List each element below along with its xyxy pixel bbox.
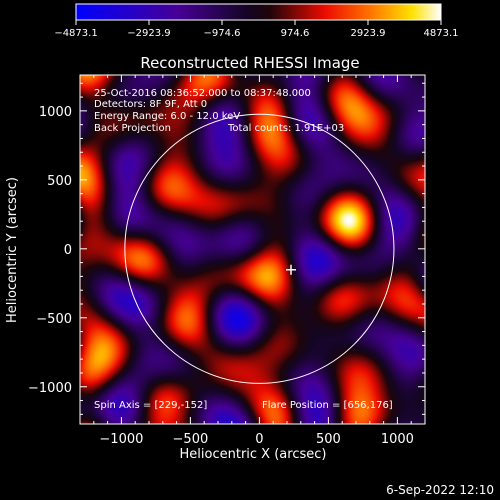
chart-title: Reconstructed RHESSI Image [140, 54, 359, 72]
plot-frame [79, 74, 426, 425]
footer-timestamp: 6-Sep-2022 12:10 [386, 483, 494, 497]
colorbar-tick-label: 2923.9 [351, 28, 386, 39]
annotations: 25-Oct-2016 08:36:52.000 to 08:37:48.000… [94, 88, 393, 411]
annotation-method: Back Projection [94, 123, 171, 134]
colorbar: −4873.1 −2923.9 −974.6 974.6 2923.9 4873.1 [54, 3, 459, 39]
y-axis-label: Heliocentric Y (arcsec) [5, 177, 20, 323]
x-tick-labels: −1000 −500 0 500 1000 [99, 432, 414, 447]
x-tick-label: 1000 [381, 432, 414, 447]
y-tick-label: 1000 [39, 105, 72, 120]
y-tick-label: −1000 [28, 381, 72, 396]
colorbar-ticks: −4873.1 −2923.9 −974.6 974.6 2923.9 4873.1 [54, 20, 459, 39]
x-axis-label: Heliocentric X (arcsec) [180, 447, 327, 462]
x-tick-label: −1000 [99, 432, 143, 447]
annotation-detectors: Detectors: 8F 9F, Att 0 [94, 99, 207, 110]
x-tick-label: 0 [255, 432, 263, 447]
solar-limb-circle [124, 113, 395, 384]
colorbar-tick-label: −4873.1 [54, 28, 97, 39]
x-tick-label: 500 [316, 432, 341, 447]
plot-area [79, 74, 426, 425]
annotation-total-counts: Total counts: 1.91E+03 [227, 123, 344, 134]
axis-ticks [80, 75, 425, 424]
y-tick-label: −500 [36, 312, 72, 327]
annotation-energy-range: Energy Range: 6.0 - 12.0 keV [94, 111, 240, 122]
colorbar-tick-label: 4873.1 [424, 28, 459, 39]
colorbar-gradient [75, 3, 442, 21]
annotation-spin-axis: Spin Axis = [229,-152] [94, 400, 207, 411]
x-tick-label: −500 [173, 432, 209, 447]
colorbar-tick-label: 974.6 [281, 28, 310, 39]
heatmap-image [80, 75, 425, 424]
colorbar-tick-label: −2923.9 [127, 28, 170, 39]
y-tick-label: 500 [47, 174, 72, 189]
spin-axis-marker [286, 264, 297, 275]
colorbar-tick-label: −974.6 [203, 28, 240, 39]
annotation-time-range: 25-Oct-2016 08:36:52.000 to 08:37:48.000 [94, 88, 311, 99]
y-tick-label: 0 [64, 243, 72, 258]
annotation-flare-position: Flare Position = [656,176] [262, 400, 393, 411]
y-tick-labels: −1000 −500 0 500 1000 [28, 105, 72, 396]
